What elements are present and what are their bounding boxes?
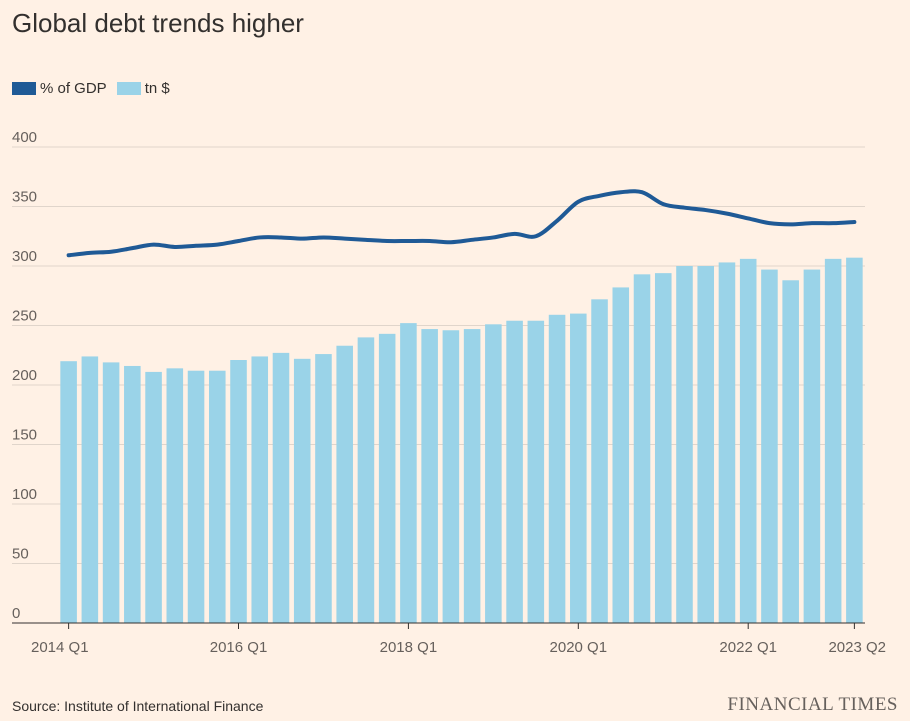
y-tick-label: 350 (12, 189, 37, 206)
x-tick-label: 2022 Q1 (719, 639, 777, 656)
bar (400, 323, 417, 623)
legend: % of GDP tn $ (12, 80, 170, 97)
line-gdp (66, 189, 857, 258)
bar (166, 368, 184, 623)
legend-label-tn: tn $ (144, 80, 170, 97)
bar (336, 345, 353, 623)
bar (846, 257, 863, 623)
bar (102, 362, 120, 623)
legend-swatch-tn (116, 82, 141, 95)
bar (293, 358, 311, 623)
y-tick-label: 50 (12, 546, 29, 563)
bar (272, 352, 290, 623)
bar (612, 287, 630, 623)
bar (697, 266, 715, 623)
legend-label-gdp: % of GDP (40, 80, 107, 97)
bar (654, 273, 672, 623)
bar (251, 356, 269, 623)
bar (81, 356, 99, 623)
y-tick-label: 300 (12, 248, 37, 265)
bar (591, 299, 608, 623)
bar (187, 370, 205, 623)
y-tick-label: 150 (12, 427, 37, 444)
bar (124, 365, 141, 623)
x-tick-label: 2016 Q1 (210, 639, 268, 656)
bar (230, 360, 247, 623)
y-tick-label: 200 (12, 367, 37, 384)
x-tick-label: 2020 Q1 (550, 639, 608, 656)
bar (803, 269, 821, 623)
bar (208, 370, 226, 623)
x-tick-label: 2018 Q1 (380, 639, 438, 656)
x-tick-label: 2023 Q2 (828, 639, 886, 656)
bar (463, 329, 481, 623)
y-tick-label: 400 (12, 129, 37, 146)
bar (527, 320, 545, 623)
bar (739, 258, 757, 623)
bar (718, 262, 736, 623)
y-tick-label: 100 (12, 486, 37, 503)
line-series (66, 189, 857, 258)
bar (633, 274, 651, 623)
axes: 0 50 100 150 200 250 300 350 400 2014 Q1 2016 Q1 20… (12, 129, 886, 656)
legend-swatch-gdp (12, 82, 36, 95)
bar (421, 329, 438, 623)
bar (570, 313, 587, 623)
bar (60, 361, 77, 623)
x-tick-label: 2014 Q1 (31, 639, 89, 656)
bar (782, 280, 799, 623)
bar (357, 337, 375, 623)
y-tick-label: 250 (12, 308, 37, 325)
source-note: Source: Institute of International Finan… (12, 698, 264, 714)
bar (506, 320, 523, 623)
bar (315, 354, 332, 623)
bar (761, 269, 778, 623)
brand-logo: FINANCIAL TIMES (727, 694, 898, 715)
bar (548, 314, 566, 623)
legend-item-gdp: % of GDP (12, 80, 107, 97)
y-tick-label: 0 (12, 605, 20, 622)
legend-item-tn: tn $ (116, 80, 170, 97)
chart-title: Global debt trends higher (12, 8, 304, 38)
bar (485, 324, 502, 623)
bar (378, 333, 396, 623)
bars-series (60, 257, 863, 623)
bar (442, 330, 460, 623)
bar (676, 266, 693, 623)
bar (145, 371, 162, 623)
bar (824, 258, 842, 623)
